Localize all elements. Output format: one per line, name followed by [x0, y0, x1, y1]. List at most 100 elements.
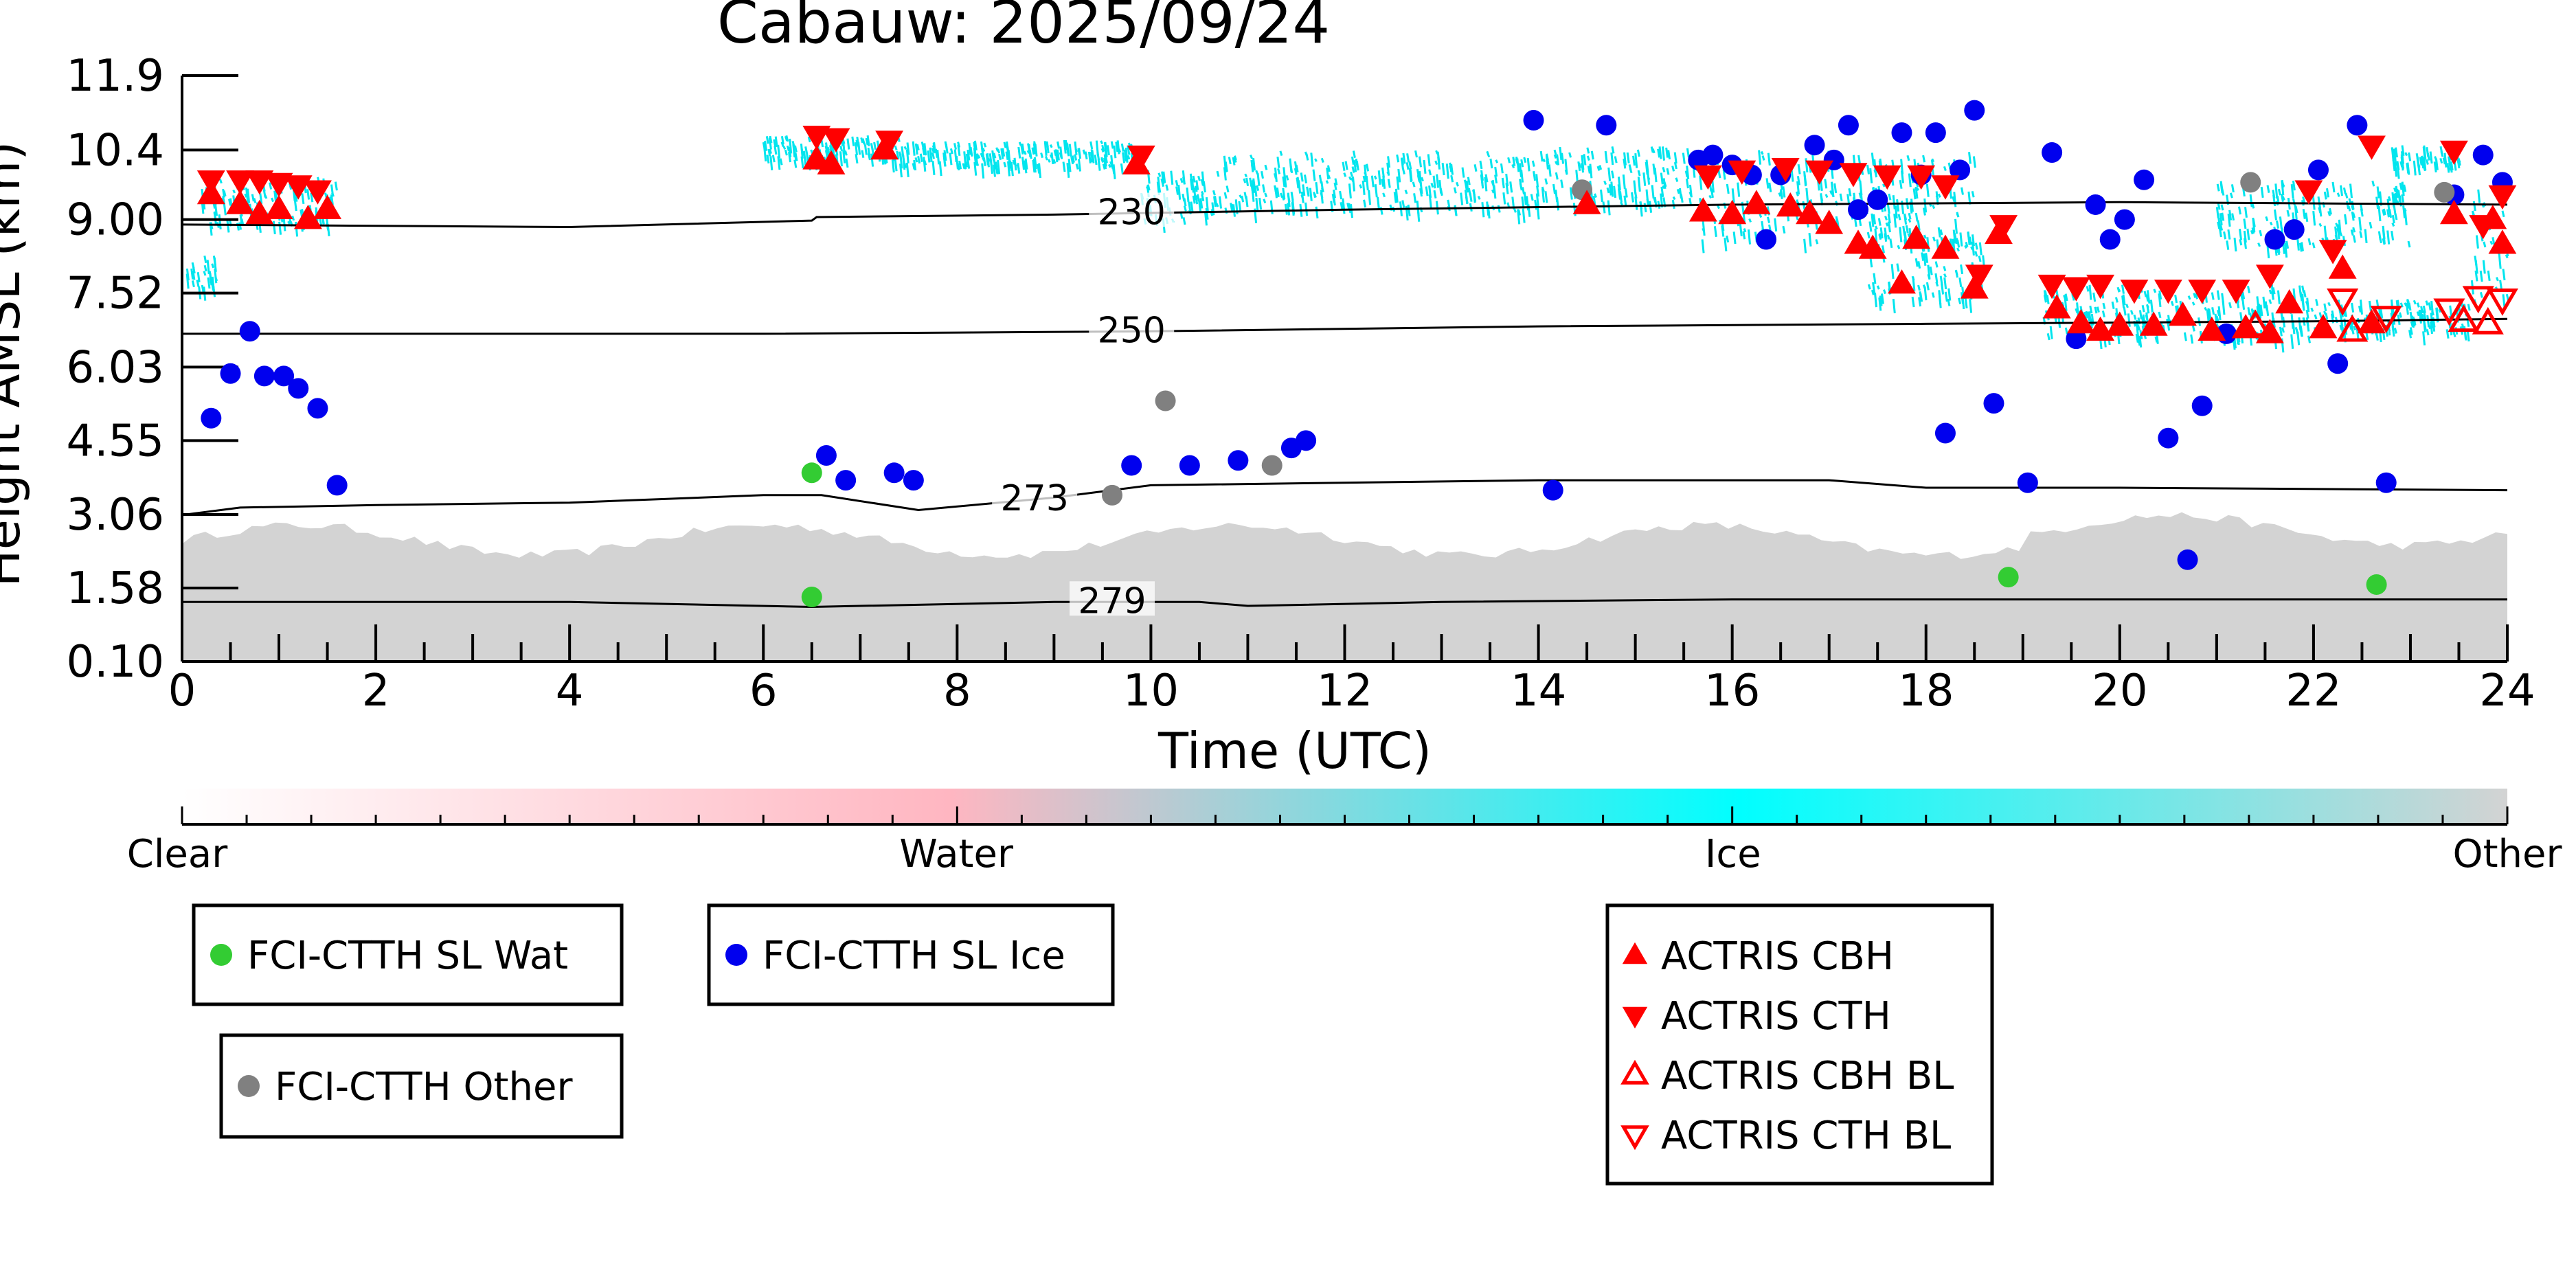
data-point — [1596, 115, 1617, 136]
data-point — [1983, 393, 2004, 414]
x-tick-label: 24 — [2479, 666, 2535, 716]
data-point — [196, 170, 225, 195]
series-actris-cbh-bl — [2239, 304, 2504, 342]
data-point — [817, 150, 846, 174]
data-point — [1228, 450, 1249, 471]
data-point — [2462, 286, 2494, 314]
data-point — [2066, 328, 2087, 350]
data-point — [815, 445, 837, 466]
data-point — [2472, 306, 2504, 335]
data-point — [2472, 144, 2494, 166]
data-point — [2037, 274, 2066, 300]
data-point — [2275, 289, 2304, 314]
contour-label: 273 — [1001, 478, 1069, 519]
data-point — [1155, 390, 1176, 411]
data-point — [1796, 199, 1824, 225]
data-point — [1728, 160, 1756, 185]
series-actris-cth — [196, 126, 2517, 304]
data-point — [1804, 135, 1825, 156]
data-point — [1127, 145, 1155, 170]
series-actris-cth-bl — [2327, 286, 2518, 334]
data-point — [1688, 197, 1717, 222]
data-point — [1858, 234, 1887, 259]
contour-line — [182, 598, 2507, 609]
data-point — [2017, 472, 2038, 493]
data-point — [264, 194, 293, 219]
data-point — [1121, 455, 1142, 476]
legend-label: ACTRIS CBH — [1661, 934, 1894, 979]
data-point — [2366, 574, 2387, 595]
data-point — [2358, 135, 2386, 160]
x-tick-label: 2 — [362, 666, 390, 716]
data-point — [2307, 159, 2329, 181]
data-point — [2042, 142, 2063, 163]
data-point — [1771, 158, 1800, 183]
data-point — [1523, 110, 1544, 131]
data-point — [1931, 175, 1960, 200]
data-point — [2154, 280, 2182, 304]
x-tick-label: 14 — [1511, 666, 1566, 716]
data-point — [2358, 308, 2386, 334]
x-tick-label: 6 — [749, 666, 778, 716]
data-point — [264, 172, 293, 197]
data-point — [2433, 298, 2465, 326]
data-point — [2327, 289, 2359, 316]
legend-box: FCI-CTTH Other — [219, 1033, 624, 1139]
data-point — [273, 365, 295, 387]
data-point — [2169, 302, 2197, 326]
x-tick-label: 16 — [1704, 666, 1760, 716]
chart-title: Cabauw: 2025/09/24 — [717, 0, 1330, 57]
data-point — [2255, 319, 2284, 343]
data-point — [2191, 395, 2213, 416]
data-point — [326, 475, 348, 496]
data-point — [1848, 199, 1869, 221]
data-point — [1179, 455, 1200, 476]
legend-marker — [725, 944, 747, 966]
x-tick-label: 18 — [1898, 666, 1954, 716]
x-tick-label: 8 — [943, 666, 971, 716]
legend-label: FCI-CTTH Other — [275, 1065, 573, 1109]
legend-marker — [1622, 942, 1648, 964]
data-point — [801, 462, 822, 484]
data-point — [1742, 190, 1771, 214]
data-point — [1888, 269, 1916, 294]
plot-background — [182, 135, 2509, 662]
data-point — [802, 145, 831, 170]
data-point — [1844, 229, 1873, 254]
data-point — [2486, 289, 2518, 316]
data-point — [1950, 159, 1971, 181]
data-point — [1693, 165, 1722, 190]
data-point — [2283, 219, 2305, 240]
data-point — [304, 180, 332, 205]
contour-line — [182, 317, 2508, 335]
data-point — [2469, 215, 2498, 240]
data-point — [2309, 314, 2338, 339]
data-point — [2066, 308, 2095, 334]
data-point — [1925, 122, 1946, 144]
x-tick-label: 4 — [556, 666, 584, 716]
data-point — [1998, 567, 2019, 588]
data-point — [1960, 274, 1989, 299]
legend-box: FCI-CTTH SL Wat — [192, 903, 624, 1006]
data-point — [1805, 160, 1834, 185]
data-point — [1902, 225, 1931, 249]
data-point — [2347, 115, 2368, 136]
data-point — [1873, 165, 1901, 190]
data-point — [2139, 311, 2168, 336]
y-tick-label: 3.06 — [67, 490, 165, 541]
data-point — [2318, 240, 2347, 264]
colorbar-label: Other — [2452, 832, 2562, 877]
y-tick-label: 1.58 — [67, 563, 165, 614]
data-point — [903, 470, 924, 491]
legend-marker — [238, 1075, 260, 1097]
series-fci-ctth-sl-ice — [201, 100, 2513, 570]
legend-marker — [1620, 1125, 1649, 1151]
data-point — [822, 128, 850, 152]
data-point — [1867, 189, 1888, 210]
data-point — [835, 470, 857, 491]
data-point — [1989, 215, 2018, 240]
data-point — [802, 126, 831, 150]
legend-label: ACTRIS CTH BL — [1661, 1114, 1951, 1158]
contour-label: 250 — [1098, 310, 1166, 351]
